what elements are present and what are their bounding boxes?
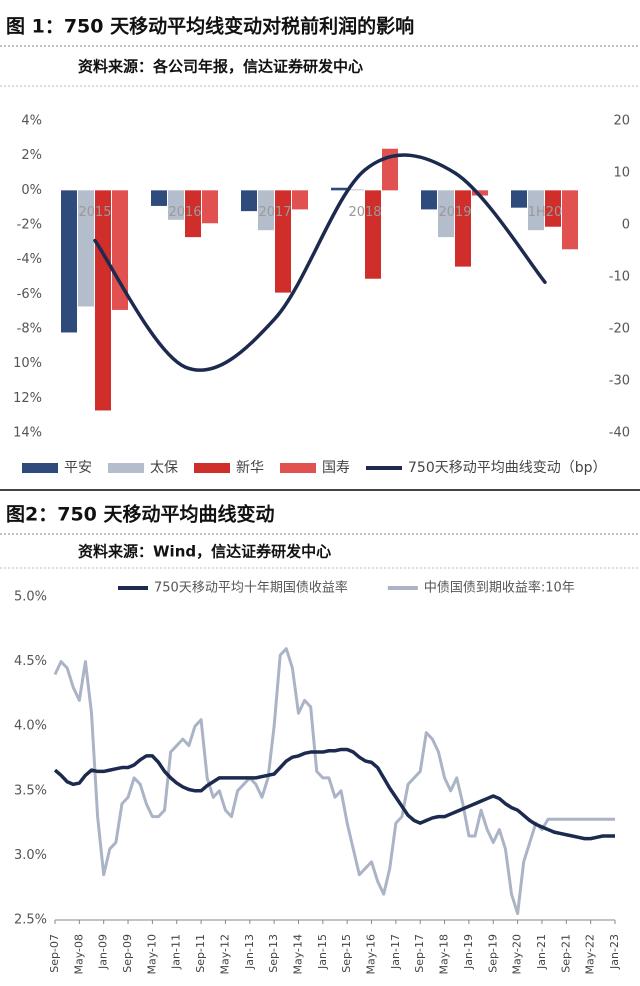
bar bbox=[292, 190, 308, 210]
bar bbox=[151, 190, 167, 206]
y-tick-label: 14% bbox=[13, 426, 42, 441]
line-series bbox=[53, 647, 615, 916]
category-label: 2015 bbox=[78, 205, 111, 220]
y2-tick-label: -20 bbox=[609, 322, 630, 337]
x-tick-label: May-20 bbox=[511, 934, 524, 975]
legend-label: 750天移动平均十年期国债收益率 bbox=[154, 580, 348, 596]
legend-label: 平安 bbox=[64, 460, 92, 476]
bar bbox=[185, 190, 201, 238]
y2-tick-label: 20 bbox=[613, 114, 630, 129]
category-label: 2017 bbox=[258, 205, 291, 220]
bar bbox=[438, 190, 454, 238]
y-tick-label: 4% bbox=[21, 114, 42, 129]
x-tick-label: Sep-09 bbox=[121, 934, 134, 973]
bar bbox=[95, 190, 111, 411]
y-tick-label: 5.0% bbox=[14, 590, 47, 605]
bar bbox=[241, 190, 257, 212]
bar bbox=[421, 190, 437, 210]
x-tick-label: Jan-21 bbox=[535, 934, 548, 970]
x-tick-label: Jan-13 bbox=[243, 934, 256, 970]
x-tick-label: Sep-11 bbox=[194, 934, 207, 973]
x-tick-label: Sep-07 bbox=[48, 934, 61, 973]
chart-title: 图2：750 天移动平均曲线变动 bbox=[6, 503, 275, 526]
bar bbox=[275, 190, 291, 293]
legend-label: 750天移动平均曲线变动（bp） bbox=[408, 460, 607, 476]
y-tick-label: 0% bbox=[21, 183, 42, 198]
legend-swatch bbox=[108, 463, 144, 473]
bar bbox=[331, 187, 347, 191]
category-label: 2018 bbox=[348, 205, 381, 220]
x-tick-label: Jan-09 bbox=[97, 934, 110, 970]
x-tick-label: May-08 bbox=[72, 934, 85, 975]
x-tick-label: Sep-17 bbox=[413, 934, 426, 973]
legend-swatch bbox=[194, 463, 230, 473]
x-tick-label: Sep-19 bbox=[486, 934, 499, 973]
x-tick-label: May-16 bbox=[365, 934, 378, 975]
x-tick-label: May-18 bbox=[438, 934, 451, 975]
y-tick-label: 12% bbox=[13, 391, 42, 406]
x-tick-label: May-14 bbox=[291, 934, 304, 975]
y-tick-label: -6% bbox=[17, 287, 42, 302]
bar bbox=[528, 190, 544, 231]
x-tick-label: Jan-15 bbox=[316, 934, 329, 970]
bar bbox=[472, 190, 488, 196]
y-tick-label: 4.5% bbox=[14, 654, 47, 669]
bar bbox=[455, 190, 471, 267]
bar bbox=[365, 190, 381, 279]
legend-swatch bbox=[280, 463, 316, 473]
x-tick-label: Sep-13 bbox=[267, 934, 280, 973]
bar bbox=[78, 190, 94, 307]
x-tick-label: Sep-15 bbox=[340, 934, 353, 973]
y-tick-label: 3.0% bbox=[14, 848, 47, 863]
y-tick-label: 2.5% bbox=[14, 913, 47, 928]
y-tick-label: -4% bbox=[17, 252, 42, 267]
y-tick-label: -2% bbox=[17, 218, 42, 233]
legend-label: 国寿 bbox=[322, 459, 350, 476]
category-label: 2016 bbox=[168, 205, 201, 220]
legend-label: 太保 bbox=[150, 460, 178, 476]
y2-tick-label: 10 bbox=[613, 166, 630, 181]
x-tick-label: Sep-21 bbox=[559, 934, 572, 973]
bar bbox=[511, 190, 527, 208]
category-label: 2019 bbox=[438, 205, 471, 220]
y-tick-label: -8% bbox=[17, 322, 42, 337]
bar bbox=[545, 190, 561, 227]
x-tick-label: Jan-17 bbox=[389, 934, 402, 970]
bar bbox=[348, 189, 364, 191]
bar bbox=[202, 190, 218, 224]
chart-title: 图 1：750 天移动平均线变动对税前利润的影响 bbox=[6, 15, 414, 38]
bar bbox=[168, 190, 184, 220]
y2-tick-label: -40 bbox=[609, 426, 630, 441]
x-tick-label: May-10 bbox=[145, 934, 158, 975]
bar bbox=[562, 190, 578, 250]
y-tick-label: 4.0% bbox=[14, 719, 47, 734]
bar bbox=[258, 190, 274, 231]
x-tick-label: Jan-23 bbox=[608, 934, 621, 970]
y2-tick-label: -30 bbox=[609, 374, 630, 389]
x-tick-label: May-12 bbox=[218, 934, 231, 975]
x-tick-label: Jan-19 bbox=[462, 934, 475, 970]
y2-tick-label: -10 bbox=[609, 270, 630, 285]
legend-label: 中债国债到期收益率:10年 bbox=[424, 580, 575, 596]
y-tick-label: 2% bbox=[21, 148, 42, 163]
chart-subtitle: 资料来源：Wind，信达证券研发中心 bbox=[78, 543, 331, 561]
category-label: 1H20 bbox=[528, 205, 563, 220]
y2-tick-label: 0 bbox=[622, 218, 630, 233]
legend-label: 新华 bbox=[236, 460, 264, 476]
line-series bbox=[53, 747, 615, 841]
bar bbox=[112, 190, 128, 310]
y-tick-label: 3.5% bbox=[14, 783, 47, 798]
y-tick-label: 10% bbox=[13, 356, 42, 371]
chart-subtitle: 资料来源：各公司年报，信达证券研发中心 bbox=[78, 58, 363, 76]
line-series bbox=[93, 153, 547, 372]
x-tick-label: Jan-11 bbox=[170, 934, 183, 970]
x-tick-label: May-22 bbox=[584, 934, 597, 975]
legend-swatch bbox=[22, 463, 58, 473]
bar bbox=[61, 190, 77, 333]
